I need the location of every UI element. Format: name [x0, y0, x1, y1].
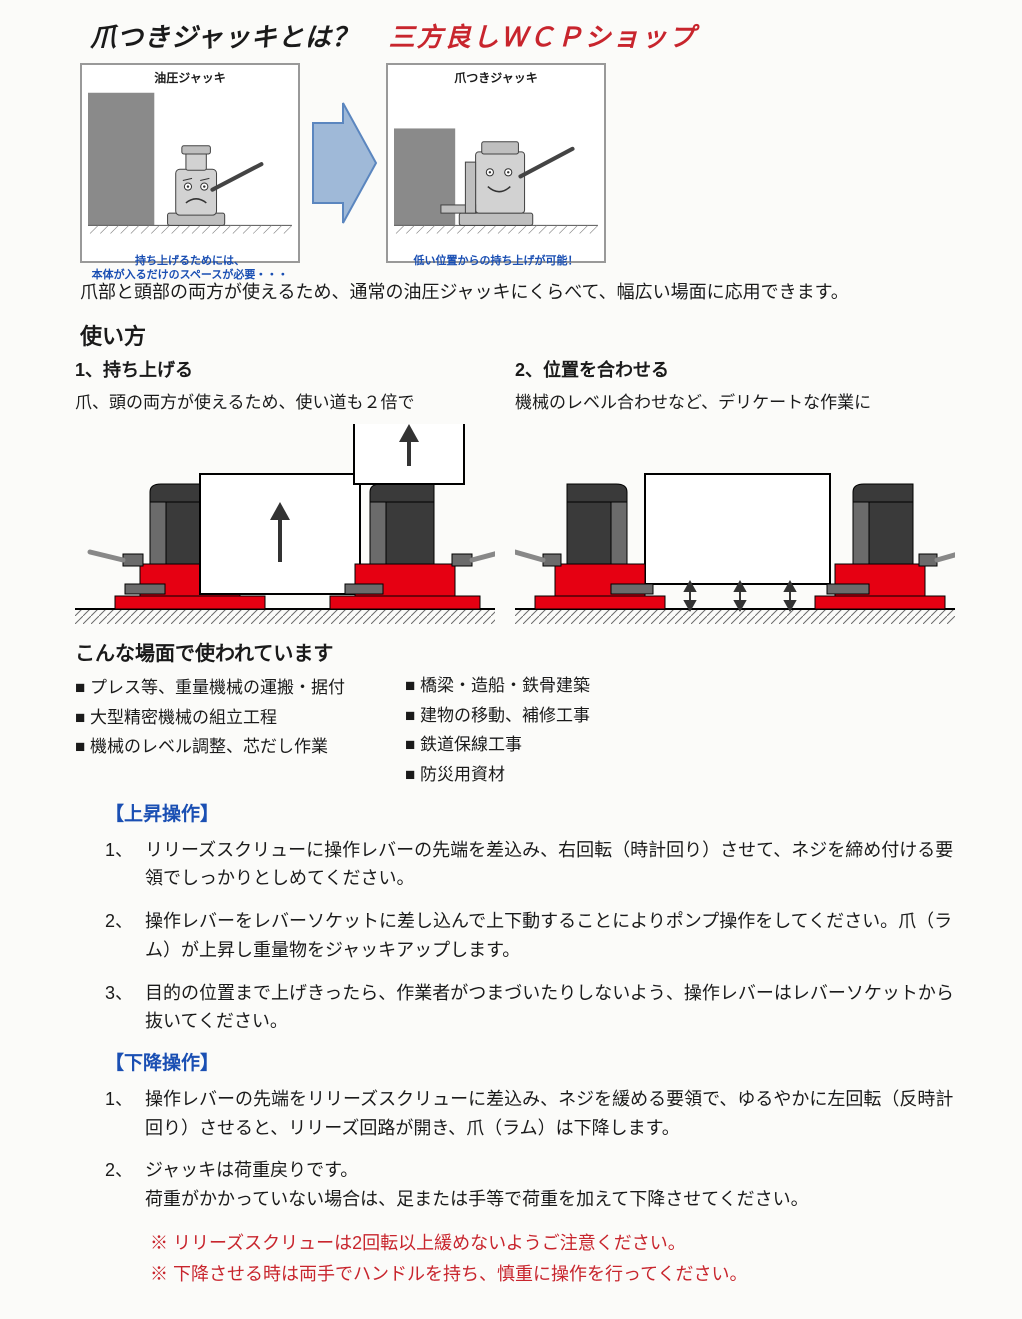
warning-1: ※ リリーズスクリューは2回転以上緩めないようご注意ください。: [150, 1228, 1002, 1259]
usecase-item: 防災用資材: [405, 762, 590, 788]
compare-box-hydraulic: 油圧ジャッキ: [80, 63, 300, 263]
usecase-item: 機械のレベル調整、芯だし作業: [75, 734, 345, 760]
compare-right-caption: 低い位置からの持ち上げが可能！: [414, 254, 579, 268]
usage-col1-title: 1、持ち上げる: [75, 357, 515, 384]
usecase-heading: こんな場面で使われています: [75, 639, 345, 669]
description-text: 爪部と頭部の両方が使えるため、通常の油圧ジャッキにくらべて、幅広い場面に応用でき…: [80, 279, 1002, 306]
usage-heading: 使い方: [80, 320, 1002, 353]
usecase-item: 鉄道保線工事: [405, 732, 590, 758]
main-title: 爪つきジャッキとは？: [90, 18, 359, 57]
usecase-list-right: 橋梁・造船・鉄骨建築 建物の移動、補修工事 鉄道保線工事 防災用資材: [405, 673, 590, 787]
usecase-row: こんな場面で使われています プレス等、重量機械の運搬・据付 大型精密機械の組立工…: [75, 639, 1002, 791]
usecase-list-left: プレス等、重量機械の運搬・据付 大型精密機械の組立工程 機械のレベル調整、芯だし…: [75, 675, 345, 760]
usecase-col-left: こんな場面で使われています プレス等、重量機械の運搬・据付 大型精密機械の組立工…: [75, 639, 345, 791]
operation-up-heading: 【上昇操作】: [105, 801, 1002, 830]
title-row: 爪つきジャッキとは？ 三方良しＷＣＰショップ: [20, 10, 1002, 63]
usecase-col-right: 橋梁・造船・鉄骨建築 建物の移動、補修工事 鉄道保線工事 防災用資材: [405, 639, 590, 791]
usage-col-2: 2、位置を合わせる 機械のレベル合わせなど、デリケートな作業に: [515, 357, 995, 631]
usecase-item: 橋梁・造船・鉄骨建築: [405, 673, 590, 699]
usage-diagram-lift: [75, 424, 495, 624]
compare-right-title: 爪つきジャッキ: [454, 69, 537, 87]
usecase-item: プレス等、重量機械の運搬・据付: [75, 675, 345, 701]
usage-col-1: 1、持ち上げる 爪、頭の両方が使えるため、使い道も２倍で: [75, 357, 515, 631]
usage-diagram-level: [515, 424, 955, 624]
operation-step: 2、操作レバーをレバーソケットに差し込んで上下動することによりポンプ操作をしてく…: [105, 907, 962, 965]
operation-step: 1、操作レバーの先端をリリーズスクリューに差込み、ネジを緩める要領で、ゆるやかに…: [105, 1085, 962, 1143]
warning-2: ※ 下降させる時は両手でハンドルを持ち、慎重に操作を行ってください。: [150, 1259, 1002, 1290]
operation-up-list: 1、リリーズスクリューに操作レバーの先端を差込み、右回転（時計回り）させて、ネジ…: [105, 836, 1002, 1037]
shop-title: 三方良しＷＣＰショップ: [389, 18, 697, 57]
usage-col1-subtitle: 爪、頭の両方が使えるため、使い道も２倍で: [75, 390, 515, 416]
usecase-item: 建物の移動、補修工事: [405, 703, 590, 729]
compare-arrow-icon: [308, 93, 378, 233]
operation-step: 3、目的の位置まで上げきったら、作業者がつまづいたりしないよう、操作レバーはレバ…: [105, 979, 962, 1037]
operation-step: 1、リリーズスクリューに操作レバーの先端を差込み、右回転（時計回り）させて、ネジ…: [105, 836, 962, 894]
usage-col2-subtitle: 機械のレベル合わせなど、デリケートな作業に: [515, 390, 995, 416]
compare-right-stage: [394, 89, 598, 250]
compare-box-claw: 爪つきジャッキ: [386, 63, 606, 263]
operation-down-heading: 【下降操作】: [105, 1050, 1002, 1079]
operation-step: 2、ジャッキは荷重戻りです。 荷重がかかっていない場合は、足または手等で荷重を加…: [105, 1156, 962, 1214]
compare-left-stage: [88, 89, 292, 250]
comparison-row: 油圧ジャッキ: [20, 63, 1002, 263]
compare-left-caption: 持ち上げるためには、 本体が入るだけのスペースが必要・・・: [92, 254, 289, 283]
compare-left-title: 油圧ジャッキ: [154, 69, 225, 87]
operation-down-list: 1、操作レバーの先端をリリーズスクリューに差込み、ネジを緩める要領で、ゆるやかに…: [105, 1085, 1002, 1214]
usecase-item: 大型精密機械の組立工程: [75, 705, 345, 731]
usage-columns: 1、持ち上げる 爪、頭の両方が使えるため、使い道も２倍で: [75, 357, 1002, 631]
usage-col2-title: 2、位置を合わせる: [515, 357, 995, 384]
